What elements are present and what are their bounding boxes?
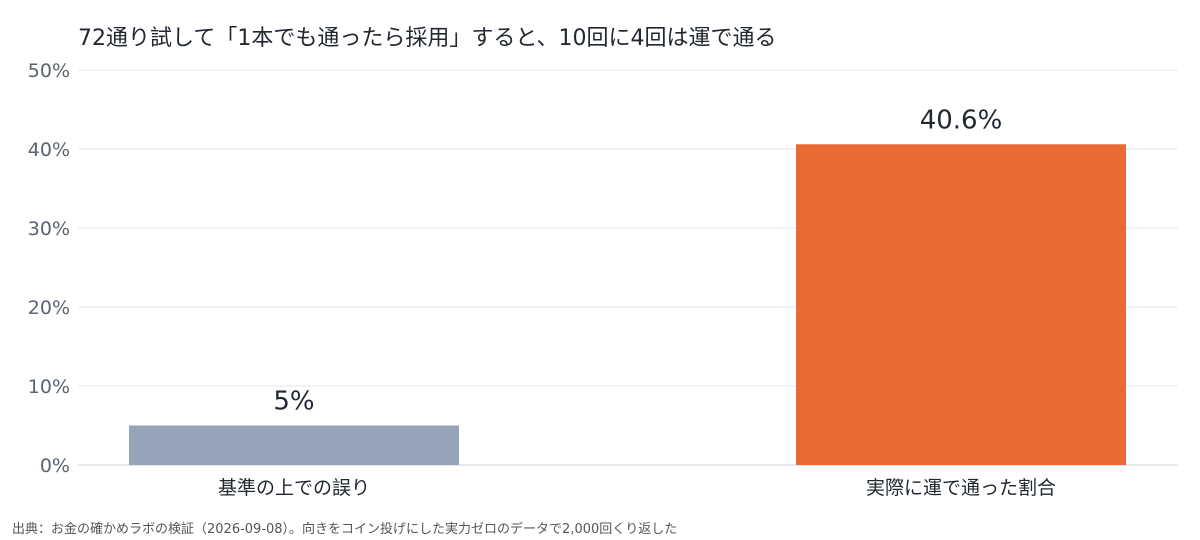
bar-data-label: 40.6% [920,105,1003,135]
chart-title: 72通り試して「1本でも通ったら採用」すると、10回に4回は運で通る [78,26,777,51]
bar [129,425,459,465]
bar [796,144,1126,465]
source-note: 出典：お金の確かめラボの検証（2026-09-08）。向きをコイン投げにした実力… [12,522,678,537]
y-tick-label: 30% [28,218,70,240]
x-category-label: 基準の上での誤り [218,477,370,499]
x-category-label: 実際に運で通った割合 [866,477,1056,499]
y-tick-label: 10% [28,376,70,398]
y-tick-label: 20% [28,297,70,319]
bar-data-label: 5% [273,387,314,417]
y-tick-label: 40% [28,139,70,161]
y-tick-label: 50% [28,60,70,82]
y-tick-label: 0% [40,455,70,477]
